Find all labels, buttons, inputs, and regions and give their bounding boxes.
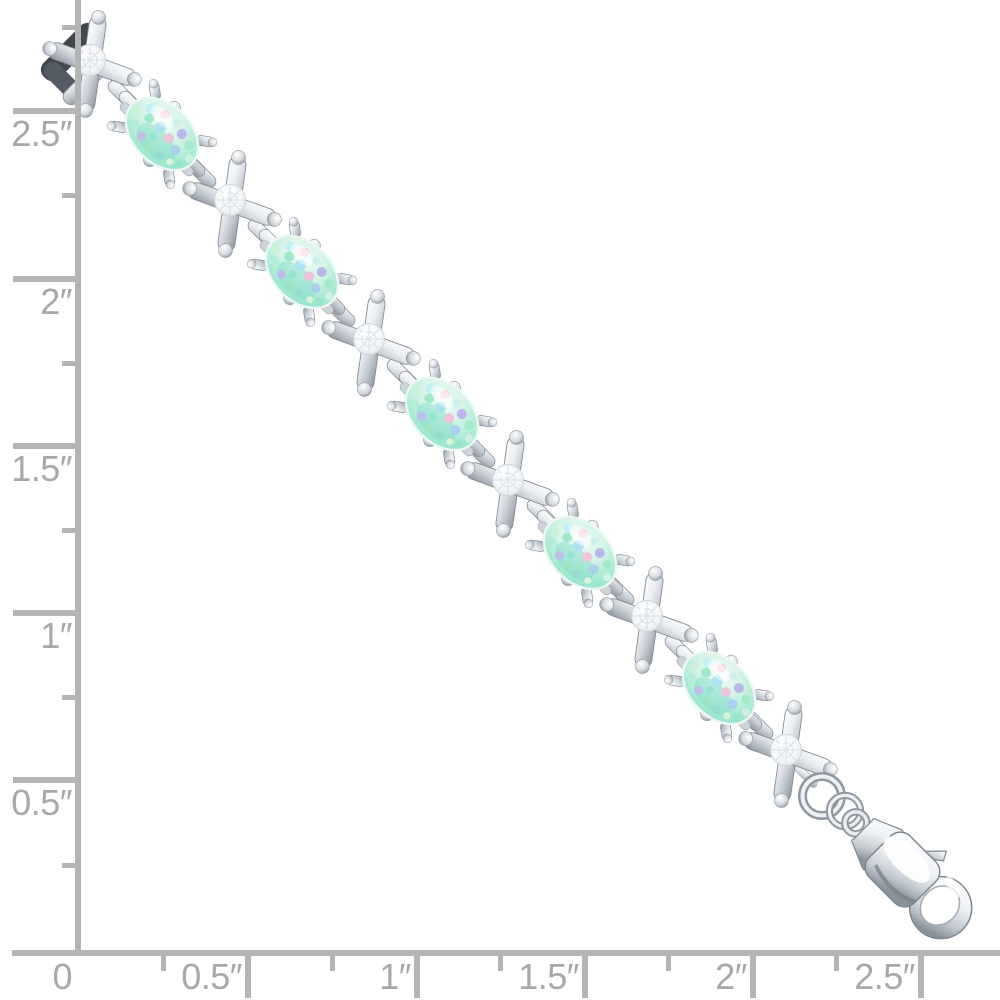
ruler-minor-tick — [161, 953, 166, 971]
ruler-label: 0.5″ — [11, 782, 72, 823]
ruler-minor-tick — [62, 361, 78, 366]
lobster-clasp — [841, 808, 973, 940]
ruler-label: 1.5″ — [11, 448, 72, 489]
ruler-major-tick — [13, 610, 78, 616]
ruler-label: 2″ — [715, 956, 747, 997]
ruler-minor-tick — [498, 953, 503, 971]
ruler-minor-tick — [62, 528, 78, 533]
ruler-label: 0 — [52, 956, 72, 997]
ruler-label: 1″ — [40, 615, 72, 656]
ruler-minor-tick — [62, 193, 78, 198]
ruler-label: 2.5″ — [11, 113, 72, 154]
ruler-minor-tick — [62, 863, 78, 868]
ruler-minor-tick — [666, 953, 671, 971]
ruler-label: 1″ — [379, 956, 411, 997]
ruler-minor-tick — [62, 25, 78, 30]
ruler-label: 1.5″ — [518, 956, 579, 997]
ruler-vertical-axis — [75, 0, 81, 956]
ruler-minor-tick — [330, 953, 335, 971]
ruler-label: 0.5″ — [181, 956, 242, 997]
ruler-label: 2.5″ — [854, 956, 915, 997]
ruler-major-tick — [918, 953, 924, 998]
ruler-major-tick — [13, 443, 78, 449]
ruler-major-tick — [750, 953, 756, 998]
ruler-horizontal-axis — [12, 950, 1000, 956]
opal-stones — [94, 66, 787, 756]
ruler-minor-tick — [62, 695, 78, 700]
ruler-major-tick — [13, 777, 78, 783]
ruler-major-tick — [13, 276, 78, 282]
ruler-minor-tick — [834, 953, 839, 971]
ruler-major-tick — [582, 953, 588, 998]
ruler-major-tick — [414, 953, 420, 998]
ruler-label: 2″ — [40, 281, 72, 322]
ruler-major-tick — [13, 108, 78, 114]
ruler-major-tick — [245, 953, 251, 998]
jump-rings — [803, 777, 861, 827]
